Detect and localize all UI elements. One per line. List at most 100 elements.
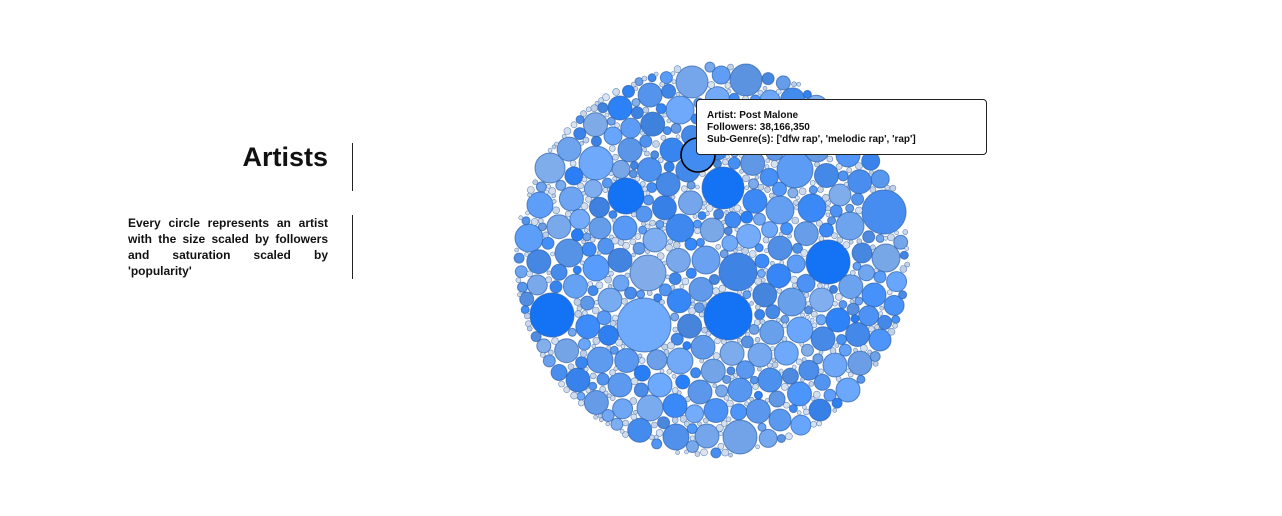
artist-bubble[interactable] xyxy=(570,121,578,128)
artist-bubble[interactable] xyxy=(537,218,544,224)
artist-bubble[interactable] xyxy=(765,304,781,320)
artist-bubble[interactable] xyxy=(636,289,646,299)
artist-bubble[interactable] xyxy=(711,65,731,85)
artist-bubble[interactable] xyxy=(667,238,674,245)
artist-bubble[interactable] xyxy=(763,267,769,273)
artist-bubble[interactable] xyxy=(822,193,830,202)
artist-bubble[interactable] xyxy=(585,387,592,394)
artist-bubble[interactable] xyxy=(812,353,824,365)
artist-bubble[interactable] xyxy=(852,261,862,271)
artist-bubble[interactable] xyxy=(620,117,642,139)
artist-bubble[interactable] xyxy=(745,398,771,424)
artist-bubble[interactable] xyxy=(790,275,798,284)
artist-bubble[interactable] xyxy=(684,237,698,251)
artist-bubble[interactable] xyxy=(645,249,650,255)
artist-bubble[interactable] xyxy=(672,326,679,333)
artist-bubble[interactable] xyxy=(815,314,827,326)
artist-bubble[interactable] xyxy=(630,377,639,386)
artist-bubble[interactable] xyxy=(517,281,528,293)
artist-bubble[interactable] xyxy=(650,150,660,160)
artist-bubble[interactable] xyxy=(773,340,799,366)
artist-bubble[interactable] xyxy=(825,200,831,206)
artist-bubble[interactable] xyxy=(752,282,778,308)
artist-bubble[interactable] xyxy=(605,421,611,427)
artist-bubble[interactable] xyxy=(640,111,666,137)
artist-bubble[interactable] xyxy=(662,112,668,118)
artist-bubble[interactable] xyxy=(551,199,557,204)
artist-bubble[interactable] xyxy=(862,230,876,244)
artist-bubble[interactable] xyxy=(795,358,803,366)
artist-bubble[interactable] xyxy=(748,178,759,190)
artist-bubble[interactable] xyxy=(886,271,908,293)
artist-bubble[interactable] xyxy=(675,374,691,390)
artist-bubble[interactable] xyxy=(708,274,720,285)
artist-bubble[interactable] xyxy=(526,249,552,275)
artist-bubble[interactable] xyxy=(614,348,640,373)
artist-bubble[interactable] xyxy=(845,203,855,213)
artist-bubble[interactable] xyxy=(514,265,528,279)
artist-bubble[interactable] xyxy=(603,126,623,146)
artist-bubble[interactable] xyxy=(703,398,729,423)
artist-bubble[interactable] xyxy=(675,450,680,455)
artist-bubble[interactable] xyxy=(577,182,584,190)
artist-bubble[interactable] xyxy=(631,211,637,218)
artist-bubble[interactable] xyxy=(722,158,729,166)
artist-bubble[interactable] xyxy=(653,71,659,77)
artist-bubble[interactable] xyxy=(749,396,754,402)
artist-bubble[interactable] xyxy=(726,366,736,376)
artist-bubble[interactable] xyxy=(672,241,681,249)
artist-bubble[interactable] xyxy=(545,276,553,284)
artist-bubble[interactable] xyxy=(722,375,732,384)
artist-bubble[interactable] xyxy=(550,364,568,381)
artist-bubble[interactable] xyxy=(592,337,601,345)
artist-bubble[interactable] xyxy=(646,290,653,296)
artist-bubble[interactable] xyxy=(604,275,613,284)
artist-bubble[interactable] xyxy=(810,396,816,401)
artist-bubble[interactable] xyxy=(585,106,592,113)
artist-bubble[interactable] xyxy=(893,234,909,250)
artist-bubble[interactable] xyxy=(705,211,710,216)
artist-bubble[interactable] xyxy=(556,136,582,162)
artist-bubble[interactable] xyxy=(519,291,535,307)
artist-bubble[interactable] xyxy=(612,88,620,96)
artist-bubble[interactable] xyxy=(665,274,671,280)
artist-bubble[interactable] xyxy=(661,83,677,99)
artist-bubble[interactable] xyxy=(659,368,665,374)
artist-bubble[interactable] xyxy=(788,404,798,414)
artist-bubble[interactable] xyxy=(624,272,631,279)
artist-bubble[interactable] xyxy=(637,82,663,108)
artist-bubble[interactable] xyxy=(831,397,843,409)
artist-bubble[interactable] xyxy=(805,314,810,320)
artist-bubble[interactable] xyxy=(768,192,775,199)
artist-bubble[interactable] xyxy=(701,326,708,334)
artist-bubble[interactable] xyxy=(638,225,648,235)
artist-bubble[interactable] xyxy=(861,282,887,308)
artist-bubble[interactable] xyxy=(727,156,741,170)
artist-bubble[interactable] xyxy=(749,301,754,306)
artist-bubble[interactable] xyxy=(580,202,589,210)
artist-bubble[interactable] xyxy=(791,216,800,225)
artist-bubble[interactable] xyxy=(766,362,773,369)
artist-bubble[interactable] xyxy=(798,187,807,196)
artist-bubble[interactable] xyxy=(673,65,682,73)
artist-bubble[interactable] xyxy=(776,434,786,443)
artist-bubble[interactable] xyxy=(544,189,549,195)
artist-bubble[interactable] xyxy=(547,147,553,153)
artist-bubble[interactable] xyxy=(811,322,818,329)
artist-bubble[interactable] xyxy=(730,403,748,421)
artist-bubble[interactable] xyxy=(710,447,722,459)
artist-bubble[interactable] xyxy=(603,390,609,396)
artist-bubble[interactable] xyxy=(849,269,856,276)
artist-bubble[interactable] xyxy=(720,338,727,345)
artist-bubble[interactable] xyxy=(653,434,659,440)
artist-bubble[interactable] xyxy=(583,112,608,138)
artist-bubble[interactable] xyxy=(642,106,650,114)
artist-bubble[interactable] xyxy=(796,273,816,293)
artist-bubble[interactable] xyxy=(591,343,597,349)
artist-bubble[interactable] xyxy=(800,377,805,383)
artist-bubble[interactable] xyxy=(827,216,837,226)
artist-bubble[interactable] xyxy=(546,214,572,240)
artist-bubble[interactable] xyxy=(707,81,716,89)
artist-bubble[interactable] xyxy=(832,300,838,307)
artist-bubble[interactable] xyxy=(883,236,888,241)
